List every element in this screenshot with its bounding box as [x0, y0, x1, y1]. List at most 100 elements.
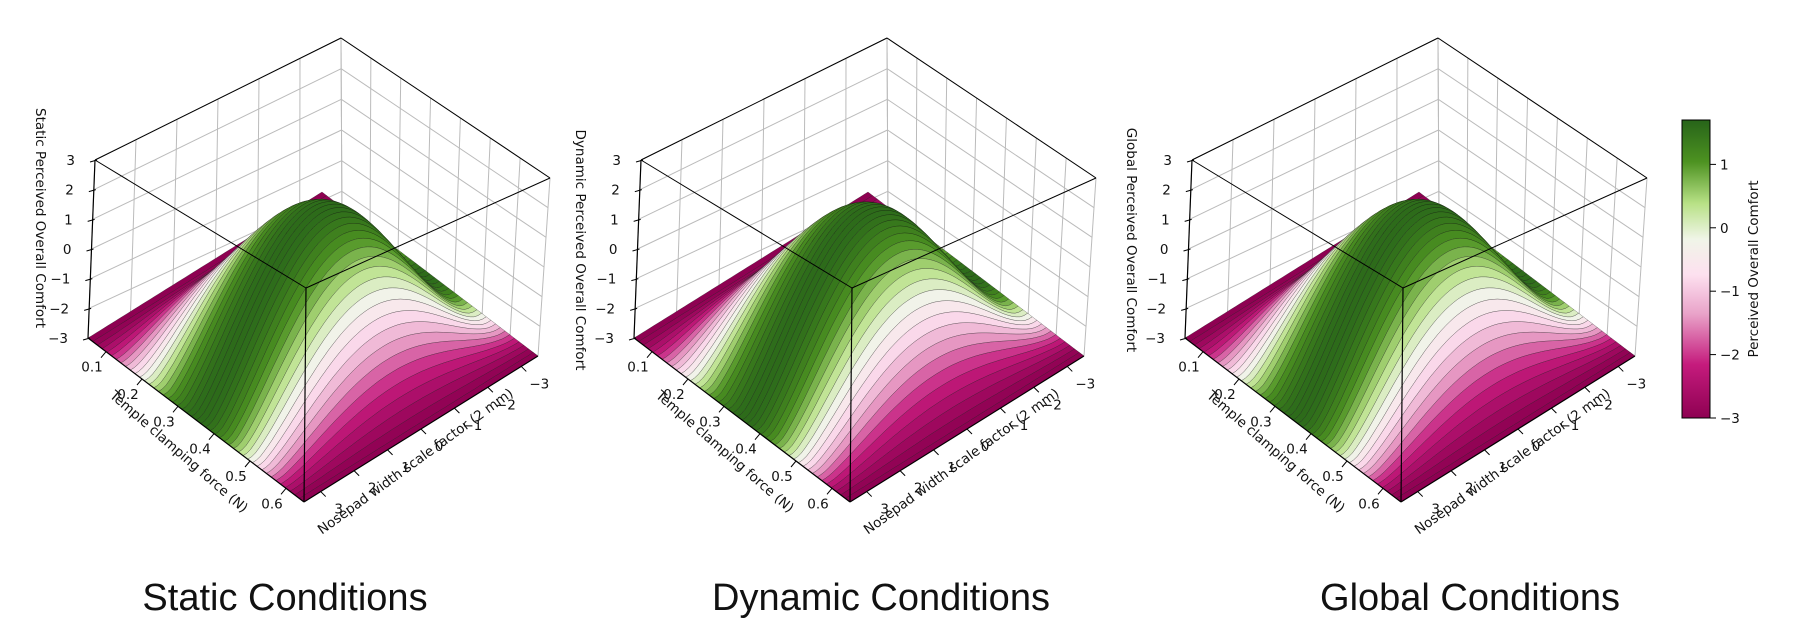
axis-edge [1184, 337, 1402, 503]
axis-edge [633, 159, 642, 339]
grid-line [93, 68, 549, 209]
x-tick-label: 3 [880, 502, 889, 518]
axis-edge [340, 37, 551, 179]
y-tick-label: 0.2 [1214, 387, 1235, 403]
z-tick-mark [89, 159, 98, 163]
x-tick-mark [1066, 366, 1073, 372]
y-tick-mark [1377, 488, 1384, 495]
x-tick-label: 1 [1498, 460, 1507, 476]
z-axis-label: Global Perceived Overall Comfort [1123, 128, 1139, 352]
colorbar-tick-label: −2 [1720, 348, 1740, 364]
x-tick-label: 1 [401, 460, 410, 476]
z-tick-label: 3 [66, 153, 75, 169]
x-tick-label: −1 [1008, 418, 1028, 434]
y-tick-mark [244, 460, 251, 468]
axis-edge [640, 37, 888, 161]
axis-edge [303, 287, 307, 503]
axis-edge [1191, 159, 1404, 289]
z-tick-mark [1186, 159, 1195, 163]
y-tick-label: 0.5 [1322, 469, 1343, 485]
y-tick-mark [280, 488, 287, 495]
y-tick-mark [100, 351, 107, 358]
axis-edge [94, 159, 307, 289]
x-tick-mark [966, 428, 973, 435]
axis-ticks: 3 2 1 0 −1 −2 −3 0.1 0.2 0.3 0.4 0.5 0.6 3 2 1 0 −1 −2 −3 [48, 153, 549, 518]
z-tick-mark [1184, 218, 1192, 222]
panel-static: 3 2 1 0 −1 −2 −3 0.1 0.2 0.3 0.4 0.5 0.6 3 2 1 0 −1 −2 −3 S… [32, 37, 551, 619]
grid-line [92, 98, 547, 238]
x-tick-mark [1417, 491, 1424, 497]
x-tick-mark [320, 491, 327, 497]
axis-frame [1184, 37, 1648, 503]
z-tick-mark [85, 278, 93, 282]
y-tick-label: 0.6 [261, 496, 282, 512]
y-tick-label: 0.4 [735, 442, 756, 458]
axis-edge [851, 177, 1097, 289]
surface-plot [633, 191, 1085, 503]
x-tick-label: −3 [529, 376, 549, 392]
x-tick-mark [1033, 386, 1040, 393]
x-tick-label: −2 [496, 397, 516, 413]
y-tick-mark [136, 378, 143, 386]
panel-global: 3 2 1 0 −1 −2 −3 0.1 0.2 0.3 0.4 0.5 0.6 3 2 1 0 −1 −2 −3 G… [1123, 37, 1648, 619]
x-tick-mark [454, 407, 460, 414]
axis-edge [1402, 177, 1648, 289]
colorbar-tick-label: 1 [1720, 157, 1729, 173]
x-tick-mark [899, 470, 906, 477]
axis-edge [1191, 37, 1439, 161]
x-tick-mark [1000, 407, 1006, 414]
x-tick-label: 3 [334, 502, 343, 518]
x-tick-mark [866, 491, 873, 497]
z-tick-mark [1179, 337, 1188, 341]
y-tick-label: 0.4 [1286, 442, 1307, 458]
grid-line [1189, 98, 1644, 238]
y-tick-mark [646, 351, 653, 358]
z-tick-mark [86, 248, 94, 252]
x-tick-mark [1517, 428, 1524, 435]
y-tick-mark [1305, 433, 1312, 440]
y-tick-mark [718, 406, 725, 413]
z-tick-label: −2 [49, 301, 69, 317]
x-tick-mark [487, 386, 494, 393]
z-tick-mark [1185, 189, 1193, 193]
surface-plot [1184, 191, 1636, 503]
y-tick-label: 0.6 [807, 496, 828, 512]
z-axis-label: Dynamic Perceived Overall Comfort [572, 130, 588, 371]
z-tick-label: −2 [1146, 301, 1166, 317]
y-tick-mark [1341, 460, 1348, 468]
axis-edge [87, 159, 96, 339]
x-tick-label: −1 [462, 418, 482, 434]
y-tick-label: 0.3 [699, 414, 720, 430]
y-tick-label: 0.3 [1250, 414, 1271, 430]
axis-ticks: 3 2 1 0 −1 −2 −3 0.1 0.2 0.3 0.4 0.5 0.6 3 2 1 0 −1 −2 −3 [1145, 153, 1646, 518]
x-tick-label: −3 [1075, 376, 1095, 392]
x-tick-label: −1 [1559, 418, 1579, 434]
panel-caption: Global Conditions [1320, 577, 1620, 619]
z-tick-label: −2 [595, 301, 615, 317]
y-tick-mark [682, 378, 689, 386]
y-tick-mark [1233, 378, 1240, 386]
z-tick-mark [87, 218, 95, 222]
z-tick-label: 2 [611, 183, 620, 199]
axis-edge [1184, 159, 1193, 339]
x-tick-mark [933, 449, 939, 456]
y-tick-label: 0.5 [771, 469, 792, 485]
z-tick-mark [84, 307, 92, 311]
colorbar-tick-label: 0 [1720, 221, 1729, 237]
y-tick-label: 0.6 [1358, 496, 1379, 512]
z-tick-label: 0 [609, 242, 618, 258]
grid-line [1185, 190, 1638, 327]
z-tick-mark [1181, 307, 1189, 311]
z-tick-mark [632, 248, 640, 252]
z-tick-label: 3 [1163, 153, 1172, 169]
z-tick-label: 2 [1162, 183, 1171, 199]
colorbar-gradient [1681, 119, 1711, 419]
axis-edge [87, 337, 305, 503]
z-tick-label: −3 [1145, 331, 1165, 347]
z-tick-label: 3 [612, 153, 621, 169]
x-tick-mark [1551, 407, 1557, 414]
z-tick-mark [1183, 248, 1191, 252]
surface-plot [87, 191, 539, 503]
y-tick-mark [208, 433, 215, 440]
